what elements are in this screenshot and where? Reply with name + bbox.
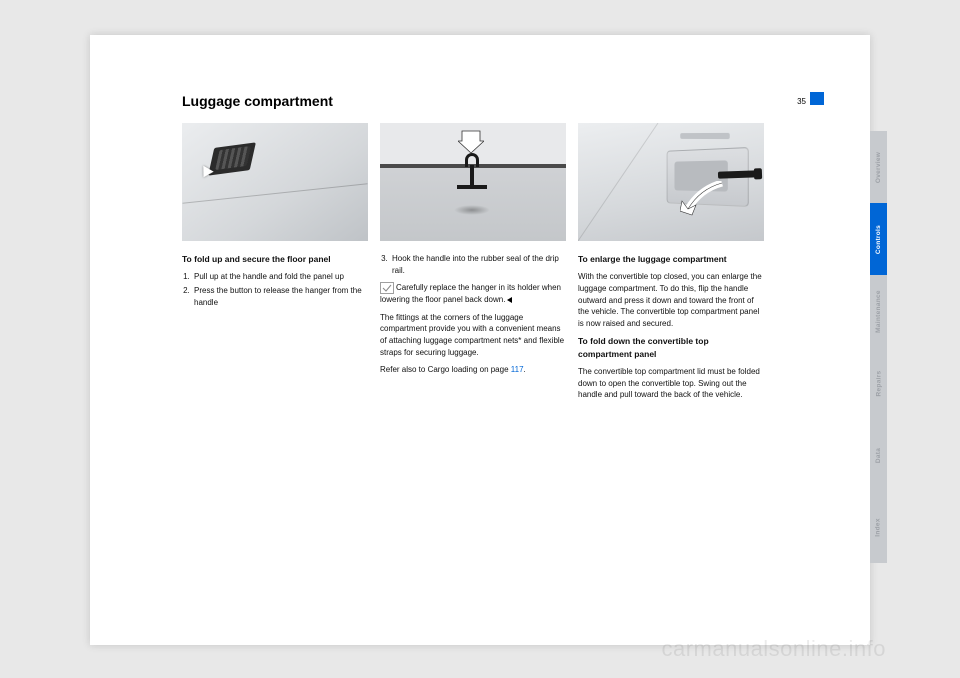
tab-index[interactable]: Index	[870, 491, 887, 563]
col1-steps: Pull up at the handle and fold the panel…	[182, 271, 368, 308]
col2-para1: The fittings at the corners of the lugga…	[380, 312, 566, 358]
col3-para2: The convertible top compartment lid must…	[578, 366, 764, 401]
tab-label: Overview	[875, 151, 882, 182]
manual-page: Overview Controls Maintenance Repairs Da…	[90, 35, 870, 645]
columns: MV00280CMA To fold up and secure the flo…	[182, 123, 762, 407]
page-number: 35	[797, 97, 806, 106]
note-end-icon	[507, 297, 512, 303]
step-3: Hook the handle into the rubber seal of …	[390, 253, 566, 276]
step-2: Press the button to release the hanger f…	[192, 285, 368, 308]
tab-label: Repairs	[875, 370, 882, 396]
curved-arrow-icon	[680, 181, 730, 225]
page-title: Luggage compartment	[182, 93, 333, 109]
page-marker	[810, 92, 824, 105]
figure-1: MV00280CMA	[182, 123, 368, 241]
note-block: Carefully replace the hanger in its hold…	[380, 282, 566, 306]
down-arrow-icon	[458, 129, 484, 155]
column-2: MV00180CMA Hook the handle into the rubb…	[380, 123, 566, 407]
section-tabs: Overview Controls Maintenance Repairs Da…	[870, 131, 887, 563]
page-content: Luggage compartment 35 MV00280CMA To fol…	[182, 93, 762, 407]
tab-controls[interactable]: Controls	[870, 203, 887, 275]
figure-2: MV00180CMA	[380, 123, 566, 241]
tab-label: Controls	[875, 224, 882, 253]
col3-heading1: To enlarge the luggage compartment	[578, 253, 764, 265]
col2-para2: Refer also to Cargo loading on page 117.	[380, 364, 566, 376]
col3-para1: With the convertible top closed, you can…	[578, 271, 764, 329]
tab-label: Maintenance	[875, 290, 882, 333]
title-row: Luggage compartment 35	[182, 93, 762, 109]
column-3: MV00184CMA To enlarge the luggage compar…	[578, 123, 764, 407]
col2-steps: Hook the handle into the rubber seal of …	[380, 253, 566, 276]
tab-repairs[interactable]: Repairs	[870, 347, 887, 419]
note-icon	[380, 282, 394, 294]
tab-label: Data	[875, 447, 882, 462]
tab-data[interactable]: Data	[870, 419, 887, 491]
col3-heading2: To fold down the convertible top compart…	[578, 335, 764, 360]
tab-overview[interactable]: Overview	[870, 131, 887, 203]
tab-maintenance[interactable]: Maintenance	[870, 275, 887, 347]
step-1: Pull up at the handle and fold the panel…	[192, 271, 368, 283]
page-link-117[interactable]: 117	[511, 365, 524, 374]
column-1: MV00280CMA To fold up and secure the flo…	[182, 123, 368, 407]
note-text: Carefully replace the hanger in its hold…	[380, 283, 561, 304]
tab-label: Index	[875, 518, 882, 536]
figure-3: MV00184CMA	[578, 123, 764, 241]
col1-heading: To fold up and secure the floor panel	[182, 253, 368, 265]
